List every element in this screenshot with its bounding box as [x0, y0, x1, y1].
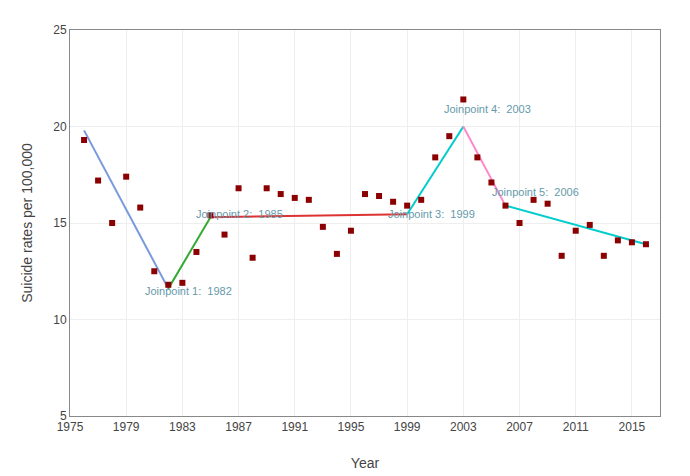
- svg-text:Year: Year: [351, 455, 380, 471]
- svg-text:Joinpoint 4: 2003: Joinpoint 4: 2003: [444, 103, 531, 115]
- svg-text:20: 20: [53, 120, 67, 134]
- svg-text:1979: 1979: [113, 420, 140, 434]
- svg-text:2015: 2015: [619, 420, 646, 434]
- svg-text:Joinpoint 1: 1982: Joinpoint 1: 1982: [145, 285, 232, 297]
- svg-text:5: 5: [60, 409, 67, 423]
- svg-text:1999: 1999: [394, 420, 421, 434]
- svg-text:10: 10: [53, 313, 67, 327]
- svg-text:1983: 1983: [169, 420, 196, 434]
- svg-text:15: 15: [53, 216, 67, 230]
- svg-text:25: 25: [53, 23, 67, 37]
- svg-text:Joinpoint 3: 1999: Joinpoint 3: 1999: [388, 208, 475, 220]
- svg-text:1987: 1987: [225, 420, 252, 434]
- svg-text:Joinpoint 5: 2006: Joinpoint 5: 2006: [492, 186, 579, 198]
- svg-text:1991: 1991: [281, 420, 308, 434]
- svg-text:Suicide rates per 100,000: Suicide rates per 100,000: [19, 143, 35, 303]
- svg-text:2003: 2003: [450, 420, 477, 434]
- svg-text:1975: 1975: [57, 420, 84, 434]
- svg-text:1995: 1995: [338, 420, 365, 434]
- svg-text:2011: 2011: [563, 420, 589, 434]
- svg-text:2007: 2007: [506, 420, 533, 434]
- svg-text:Joinpoint 2: 1985: Joinpoint 2: 1985: [196, 208, 283, 220]
